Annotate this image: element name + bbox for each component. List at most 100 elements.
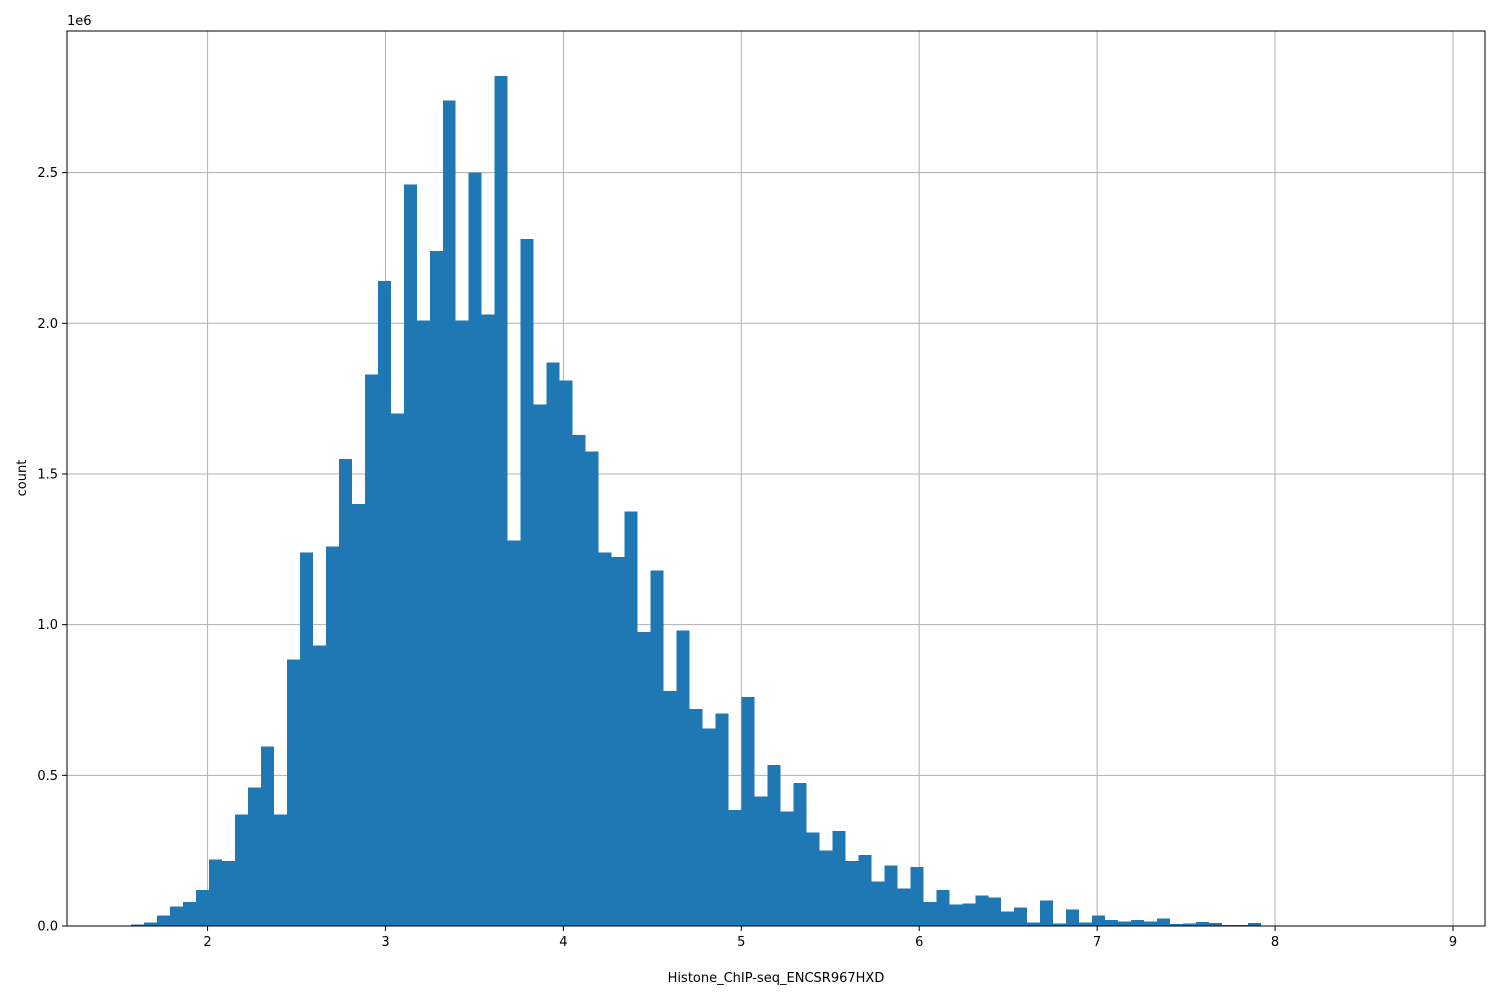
histogram-bar [858, 855, 872, 926]
histogram-bar [325, 546, 339, 926]
histogram-bar [442, 100, 456, 927]
histogram-bar [754, 796, 768, 926]
histogram-bar [144, 922, 158, 926]
y-tick-label: 2.0 [37, 317, 58, 332]
histogram-bar [351, 504, 365, 926]
histogram-bar [715, 713, 729, 926]
histogram-bar [1222, 924, 1236, 926]
x-tick-label: 7 [1093, 935, 1101, 950]
histogram-bar [377, 281, 391, 926]
histogram-bar [364, 374, 378, 926]
histogram-bar [845, 861, 859, 926]
y-tick-label: 1.5 [37, 467, 58, 482]
histogram-bar [221, 861, 235, 926]
histogram-bar [702, 728, 716, 926]
x-tick-label: 2 [203, 935, 211, 950]
histogram-bar [312, 645, 326, 926]
histogram-bar [572, 434, 586, 926]
histogram-bar [247, 787, 261, 926]
histogram-bar [585, 451, 599, 926]
histogram-bar [676, 630, 690, 926]
histogram-bar [975, 895, 989, 926]
histogram-bar [884, 865, 898, 926]
histogram-bar [455, 320, 469, 926]
histogram-bar [1183, 923, 1197, 926]
histogram-bar [923, 901, 937, 926]
histogram-bar [1131, 919, 1145, 926]
histogram-bar [611, 556, 625, 926]
histogram-bar [1170, 924, 1184, 926]
histogram-bar [1105, 919, 1119, 926]
histogram-bar [962, 903, 976, 926]
y-axis: 0.0 0.5 1.0 1.5 2.0 2.5 [37, 166, 67, 935]
histogram-bar [832, 831, 846, 926]
histogram-bar [780, 811, 794, 926]
histogram-bar [1027, 922, 1041, 926]
histogram-bar [234, 814, 248, 926]
histogram-bar [871, 881, 885, 926]
histogram-bar [897, 888, 911, 926]
histogram-bar [1079, 922, 1093, 926]
histogram-bar [403, 184, 417, 926]
histogram-bar [689, 709, 703, 926]
histogram-bar [1209, 922, 1223, 926]
histogram-bar [1157, 918, 1171, 926]
histogram-bar [299, 552, 313, 926]
y-scale-label: 1e6 [67, 14, 92, 29]
histogram-bar [1118, 921, 1132, 926]
histogram-bar [1014, 907, 1028, 926]
histogram-bar [260, 746, 274, 926]
histogram-bar [429, 250, 443, 927]
histogram-bar [598, 552, 612, 926]
histogram-bar [1196, 921, 1210, 926]
histogram-bar [170, 906, 184, 926]
histogram-bar [1092, 915, 1106, 926]
y-tick-label: 2.5 [37, 166, 58, 181]
histogram-bar [624, 511, 638, 926]
histogram-bar [286, 659, 300, 926]
histogram-bar [1053, 923, 1067, 926]
histogram-bar [767, 764, 781, 926]
histogram-bar [1144, 921, 1158, 926]
y-tick-label: 0.5 [37, 769, 58, 784]
histogram-bar [1040, 900, 1054, 926]
histogram-bar [131, 924, 145, 926]
x-axis-label: Histone_ChIP-seq_ENCSR967HXD [668, 971, 885, 986]
histogram-bar [195, 889, 209, 926]
histogram-bar [741, 696, 755, 926]
histogram-bar [390, 413, 404, 926]
histogram-bar [936, 889, 950, 926]
histogram-bar [988, 897, 1002, 926]
histogram-bar [520, 238, 534, 926]
histogram-bar [157, 915, 171, 926]
histogram-bar [1001, 911, 1015, 926]
histogram-bar [1066, 909, 1080, 926]
x-tick-label: 6 [915, 935, 923, 950]
y-axis-label: count [15, 460, 30, 497]
histogram-bar [650, 570, 664, 926]
histogram-bar [728, 809, 742, 926]
histogram-bars [131, 76, 1482, 927]
x-tick-label: 8 [1271, 935, 1279, 950]
histogram-bar [507, 540, 521, 926]
histogram-bar [468, 172, 482, 926]
y-tick-label: 1.0 [37, 618, 58, 633]
histogram-bar [208, 859, 222, 926]
histogram-bar [481, 314, 495, 926]
histogram-bar [183, 901, 196, 926]
y-tick-label: 0.0 [37, 920, 58, 935]
x-tick-label: 3 [381, 935, 389, 950]
x-tick-label: 4 [559, 935, 567, 950]
histogram-bar [416, 320, 430, 926]
histogram-bar [338, 458, 352, 926]
histogram-bar [533, 404, 547, 926]
histogram-bar [559, 380, 573, 927]
histogram-bar [273, 814, 287, 926]
x-tick-label: 9 [1449, 935, 1457, 950]
x-tick-label: 5 [737, 935, 745, 950]
plot-frame [66, 30, 1486, 927]
grid-lines [67, 31, 1485, 927]
histogram-bar [949, 904, 963, 926]
histogram-bar [1248, 922, 1262, 926]
